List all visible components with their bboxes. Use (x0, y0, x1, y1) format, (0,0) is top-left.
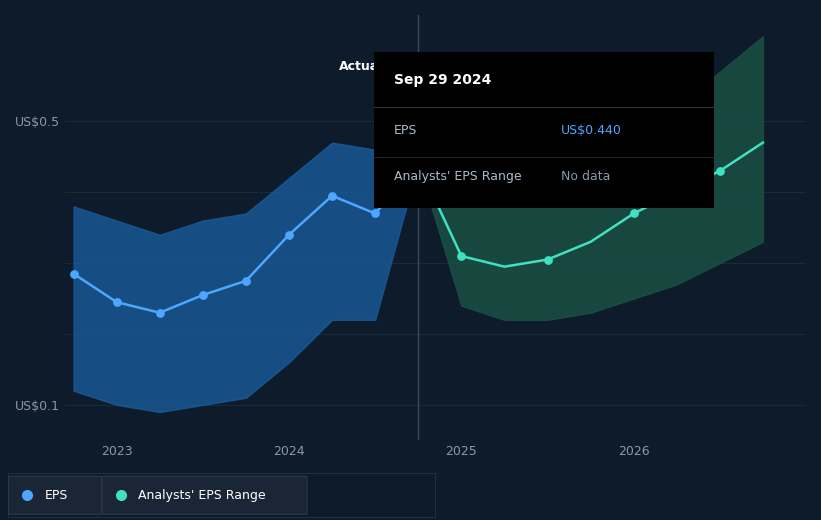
Text: Actual: Actual (339, 60, 383, 73)
Point (110, 298, 123, 306)
Text: Analysts' EPS Range: Analysts' EPS Range (394, 171, 521, 184)
FancyBboxPatch shape (8, 476, 102, 514)
Point (67, 269, 80, 278)
Text: US$0.440: US$0.440 (561, 123, 621, 136)
Point (627, 210, 640, 218)
Point (154, 308, 167, 317)
Point (713, 167, 727, 175)
Point (240, 277, 253, 285)
Text: EPS: EPS (394, 123, 417, 136)
FancyBboxPatch shape (102, 476, 307, 514)
Point (369, 210, 382, 218)
Text: No data: No data (561, 171, 610, 184)
Text: EPS: EPS (44, 489, 68, 502)
Text: Analysts' EPS Range: Analysts' EPS Range (139, 489, 266, 502)
Text: Sep 29 2024: Sep 29 2024 (394, 73, 492, 87)
Point (541, 255, 554, 264)
Point (326, 191, 339, 200)
Point (411, 160, 424, 168)
Point (455, 252, 468, 260)
Point (196, 291, 209, 299)
Text: Analysts Forecasts: Analysts Forecasts (461, 60, 578, 73)
Point (282, 230, 296, 239)
